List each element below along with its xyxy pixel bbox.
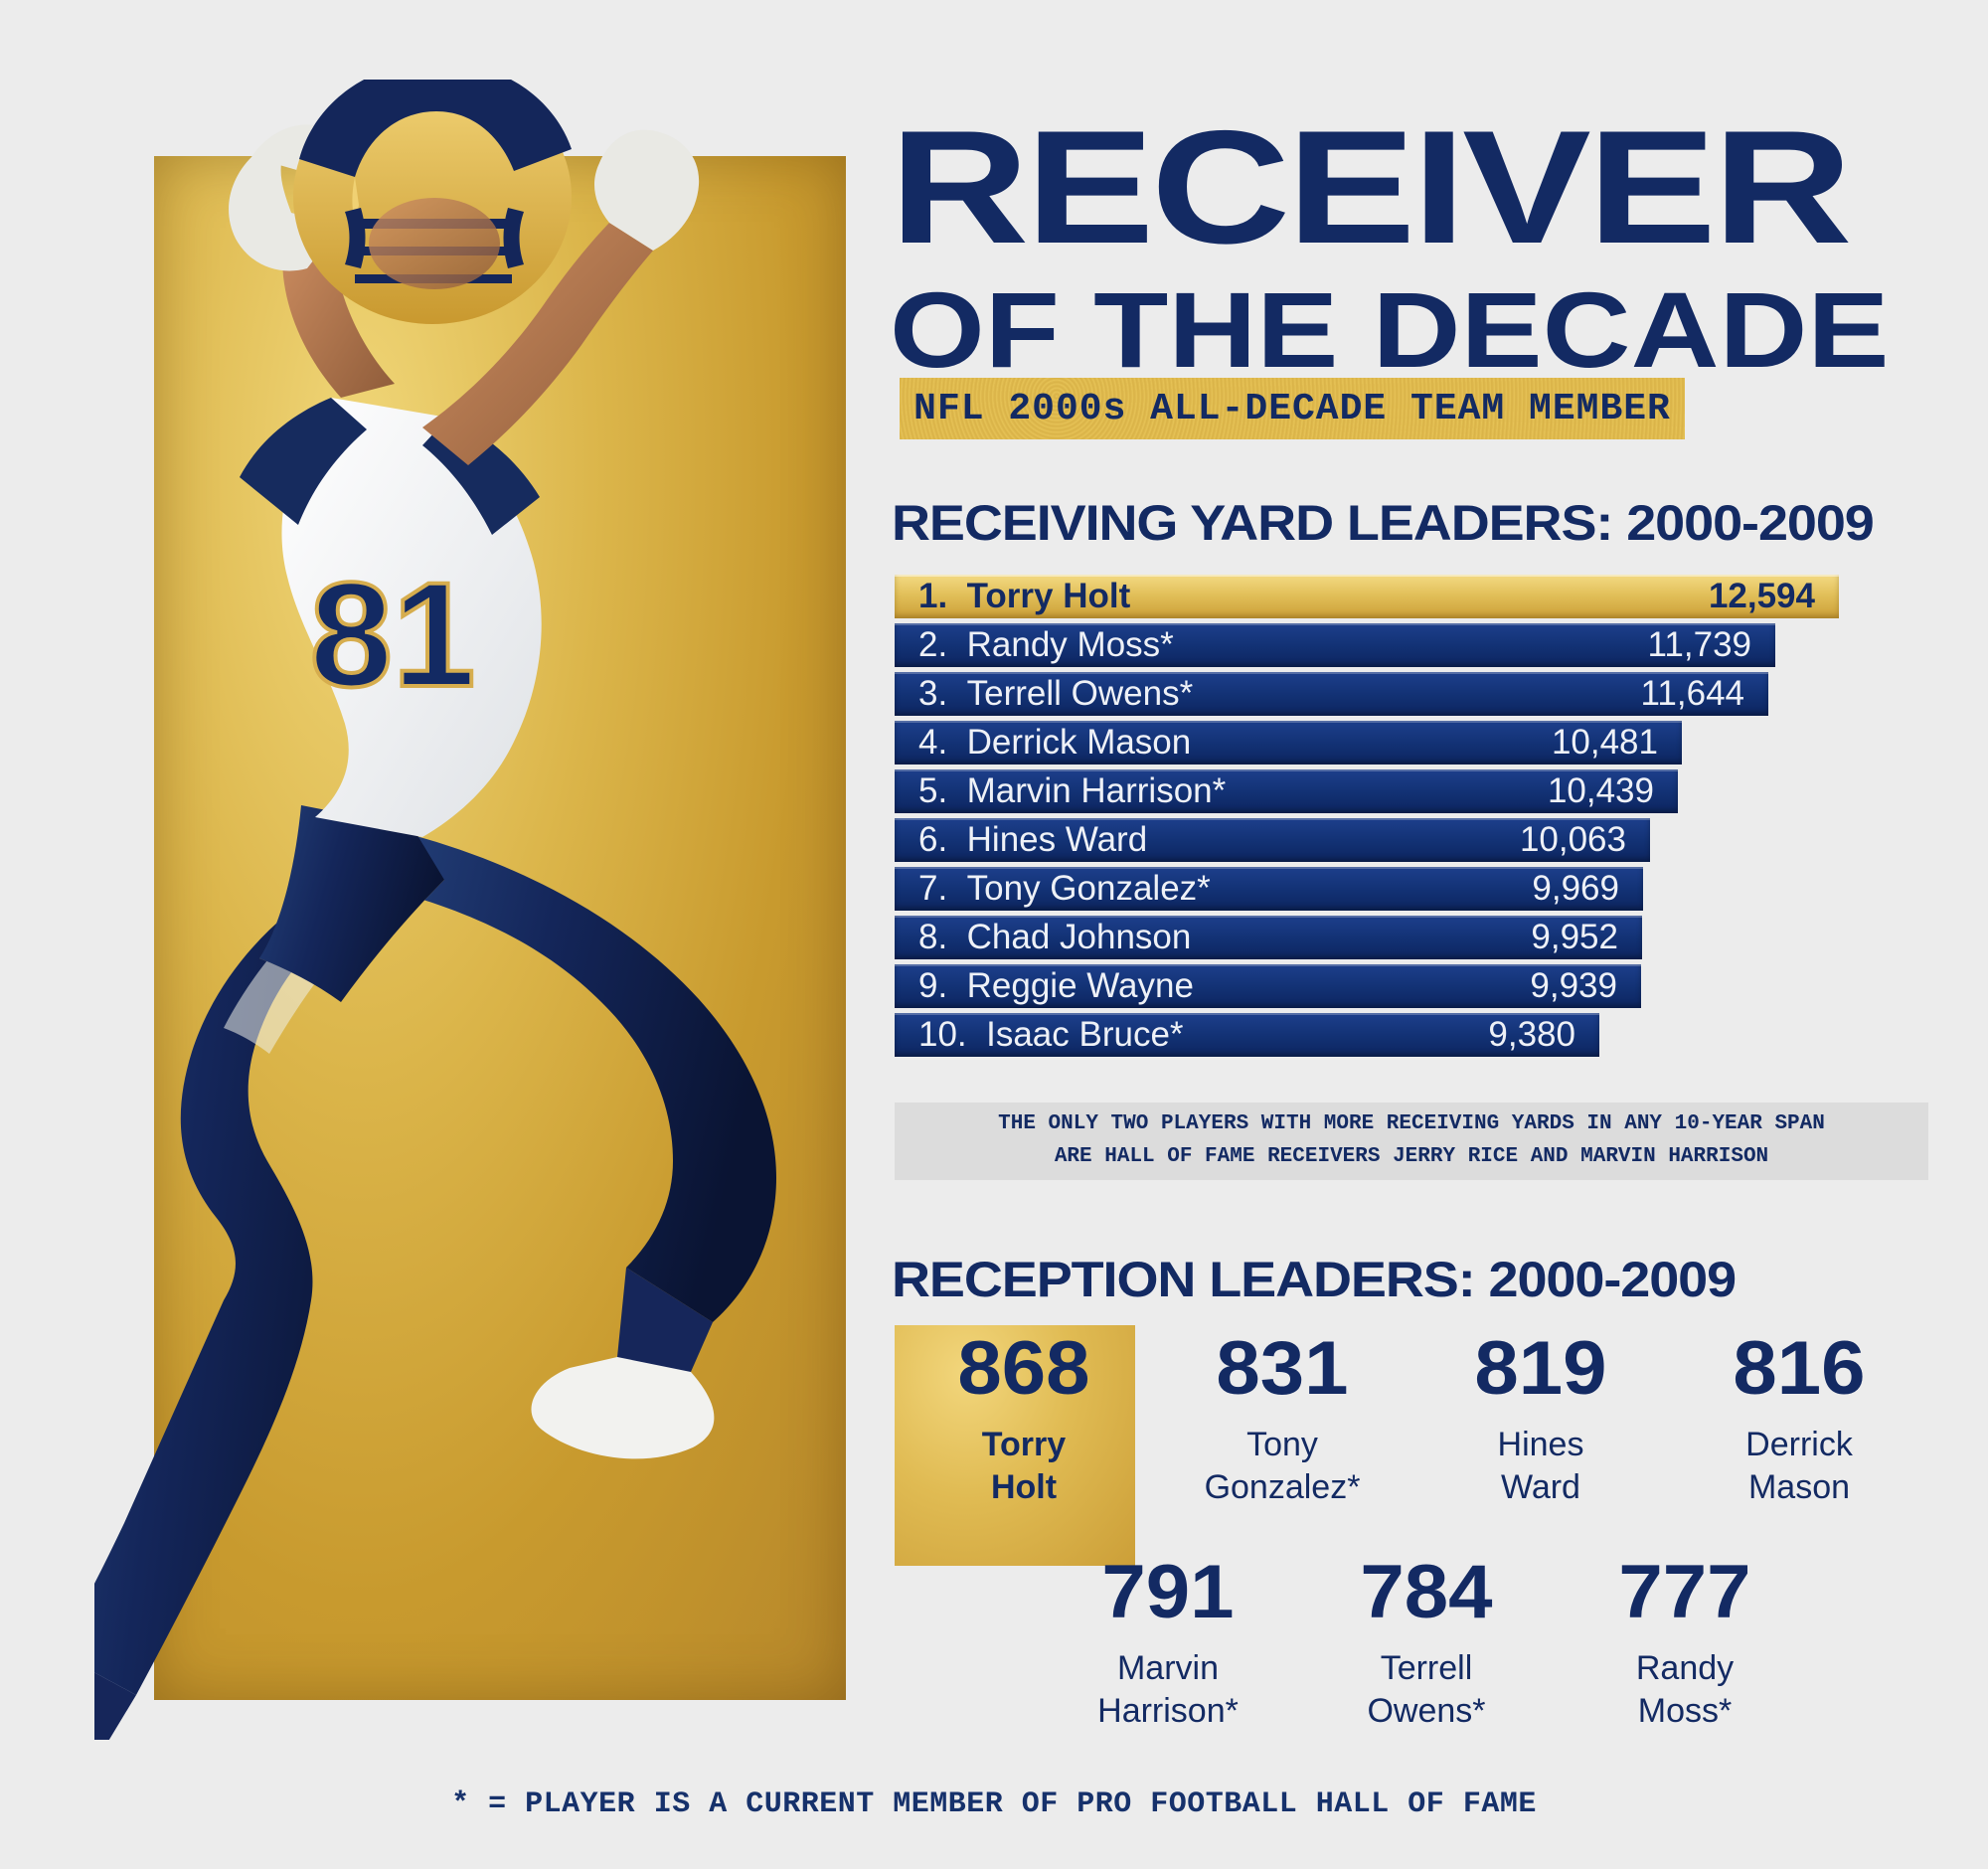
- svg-text:81: 81: [310, 551, 476, 718]
